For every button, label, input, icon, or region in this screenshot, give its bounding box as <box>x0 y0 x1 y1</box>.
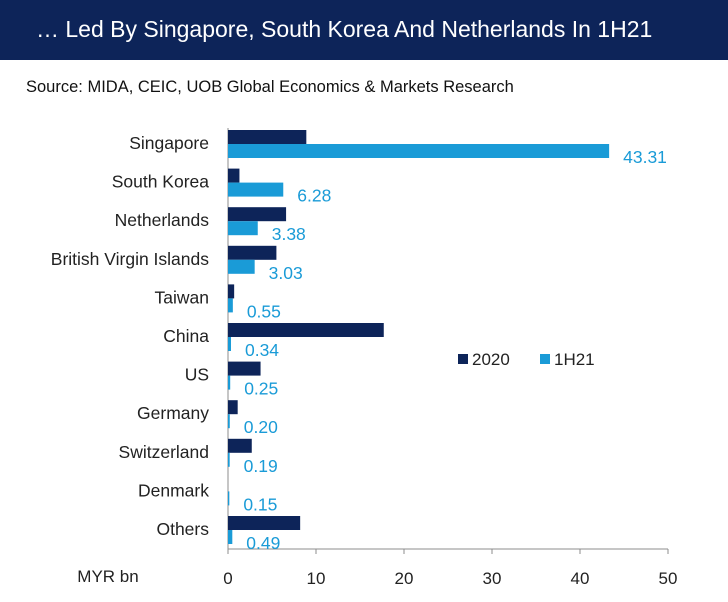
bar-1h21 <box>228 530 233 544</box>
category-label: China <box>163 326 209 346</box>
data-label: 6.28 <box>297 186 331 206</box>
category-label: US <box>185 365 209 385</box>
bar-1h21 <box>228 221 258 236</box>
data-label: 0.20 <box>244 417 278 437</box>
data-label: 0.15 <box>243 494 277 514</box>
bar-1h21 <box>228 337 231 351</box>
data-label: 3.38 <box>272 224 306 244</box>
category-label: Singapore <box>129 133 209 153</box>
bar-1h21 <box>228 452 230 467</box>
x-tick-label: 0 <box>223 569 232 588</box>
bar-1h21 <box>228 298 233 313</box>
x-tick-label: 30 <box>483 569 502 588</box>
data-label: 0.55 <box>247 301 281 321</box>
category-label: Switzerland <box>119 442 209 462</box>
bar-1h21 <box>228 491 230 506</box>
category-label: British Virgin Islands <box>51 249 209 269</box>
category-label: Taiwan <box>155 287 209 307</box>
source-note: Source: MIDA, CEIC, UOB Global Economics… <box>26 78 514 96</box>
bar-2020 <box>228 516 301 530</box>
legend-label: 2020 <box>472 350 510 369</box>
bar-1h21 <box>228 144 610 158</box>
data-label: 0.19 <box>244 456 278 476</box>
legend-swatch-2020 <box>458 354 468 364</box>
legend-swatch-1h21 <box>540 354 550 364</box>
bar-2020 <box>228 130 307 144</box>
bar-1h21 <box>228 182 284 197</box>
bar-2020 <box>228 400 238 415</box>
data-label: 0.34 <box>245 340 279 360</box>
x-tick-label: 20 <box>395 569 414 588</box>
category-label: Germany <box>137 403 209 423</box>
category-label: Others <box>156 519 209 539</box>
bar-2020 <box>228 438 252 453</box>
data-label: 0.25 <box>244 379 278 399</box>
category-label: Netherlands <box>115 210 210 230</box>
x-tick-label: 40 <box>571 569 590 588</box>
chart-title: … Led By Singapore, South Korea And Neth… <box>36 16 653 42</box>
bar-2020 <box>228 207 287 222</box>
x-tick-label: 50 <box>659 569 678 588</box>
bar-1h21 <box>228 375 231 390</box>
category-label: South Korea <box>112 172 210 192</box>
bar-1h21 <box>228 259 255 274</box>
title-bar: … Led By Singapore, South Korea And Neth… <box>0 0 728 60</box>
bar-2020 <box>228 284 235 299</box>
category-label: Denmark <box>138 480 209 500</box>
bar-1h21 <box>228 414 230 429</box>
x-tick-label: 10 <box>307 569 326 588</box>
data-label: 0.49 <box>246 533 280 553</box>
bar-2020 <box>228 245 277 260</box>
bar-2020 <box>228 323 384 337</box>
data-label: 3.03 <box>269 263 303 283</box>
x-axis-label: MYR bn <box>77 567 138 586</box>
bar-2020 <box>228 361 261 376</box>
data-label: 43.31 <box>623 147 667 167</box>
legend-label: 1H21 <box>554 350 595 369</box>
bar-2020 <box>228 168 240 183</box>
